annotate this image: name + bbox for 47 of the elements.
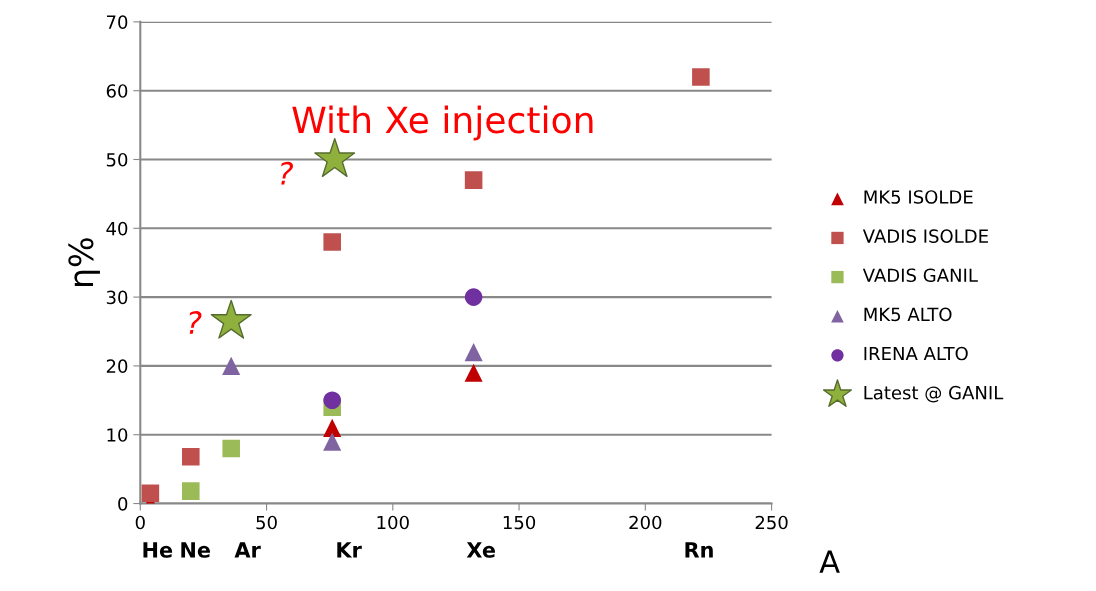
text: Kr [337,542,362,558]
x-tick-label: 50 [256,515,277,530]
point [464,343,483,362]
x-tick-label: 100 [377,515,409,530]
point [464,288,483,306]
annotation: With Xe injection [292,105,593,141]
point [182,447,200,466]
text: Rn [685,542,713,558]
point [210,299,252,339]
legend-label: VADIS ISOLDE [862,229,988,243]
x-axis-title: A [819,550,840,573]
x-tick-label: 200 [629,515,662,530]
text: Xe [466,542,495,558]
point [323,391,341,410]
legend-label: MK5 ISOLDE [864,190,973,204]
y-tick-label: 0 [118,496,128,511]
point [141,484,160,502]
legend-label: Latest @ GANIL [864,385,1004,403]
point [323,432,342,451]
point [323,418,342,437]
annotation: ? [189,311,202,334]
y-tick-label: 30 [106,290,128,305]
y-tick-label: 50 [106,152,128,167]
x-tick-label: 250 [755,515,788,530]
y-tick-label: 60 [106,84,128,98]
annotation: ? [281,161,293,185]
x-tick-label: 150 [503,515,536,530]
y-tick-label: 70 [106,15,128,29]
point [692,68,710,86]
point [323,233,341,251]
legend-label: MK5 ALTO [864,307,952,322]
text: He [143,542,173,558]
text: Ne [181,542,210,558]
y-tick-label: 20 [106,359,128,374]
legend-label: IRENA ALTO [864,346,968,361]
point [182,482,200,500]
x-tick-label: 0 [135,515,145,530]
point [222,356,241,375]
text: Ar [234,542,261,558]
y-tick-label: 10 [107,428,128,442]
y-axis-title: η% [68,238,100,287]
legend-label: VADIS GANIL [862,268,978,283]
point [314,137,356,178]
y-tick-label: 40 [106,221,128,236]
point [222,439,240,458]
point [464,171,483,189]
point [464,363,483,382]
